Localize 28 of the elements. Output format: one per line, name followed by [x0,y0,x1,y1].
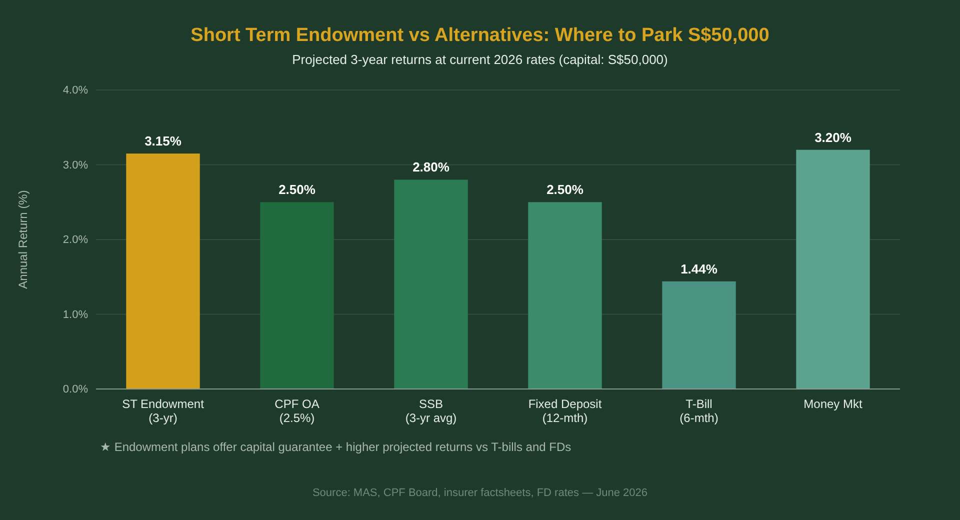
data-label: 3.15% [144,134,182,149]
y-tick-label: 2.0% [62,234,88,246]
y-tick-label: 4.0% [62,84,88,97]
bar [126,154,200,389]
data-label: 3.20% [814,130,852,145]
bar [528,202,602,389]
bar [662,281,736,389]
x-tick-label: ST Endowment (3-yr) [122,397,205,425]
data-label: 2.80% [412,160,450,175]
bar [394,180,468,389]
data-label: 2.50% [278,182,316,198]
y-tick-label: 0.0% [62,384,88,396]
x-tick-label: T-Bill (6-mth) [680,397,718,425]
x-tick-label: Money Mkt [804,397,864,411]
x-tick-label: CPF OA (2.5%) [274,397,320,425]
chart-title: Short Term Endowment vs Alternatives: Where to Park S$50,000 [190,25,770,46]
text: ★ Endowment plans offer capital guarantee + higher projected returns vs T-bills and FDs [100,440,572,454]
bar [260,202,334,389]
y-tick-label: 3.0% [62,159,88,172]
source-note: Source: MAS, CPF Board, insurer factsheets, FD rates — June 2026 [312,487,648,499]
chart-subtitle: Projected 3-year returns at current 2026 rates (capital: S$50,000) [292,52,668,67]
data-label: 2.50% [546,182,584,198]
x-tick-label: Fixed Deposit (12-mth) [528,397,602,425]
y-axis-title: Annual Return (%) [16,190,30,289]
y-tick-label: 1.0% [62,308,88,321]
x-tick-label: SSB (3-yr avg) [405,397,457,425]
data-label: 1.44% [680,261,718,276]
bar [796,150,870,389]
